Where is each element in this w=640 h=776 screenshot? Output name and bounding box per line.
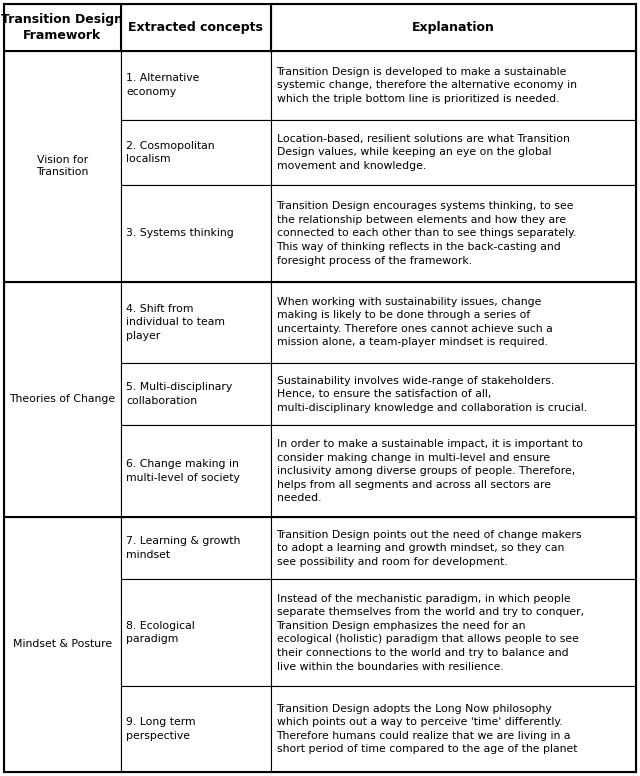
Bar [271,362,636,425]
Text: consider making change in multi-level and ensure: consider making change in multi-level an… [276,452,550,462]
Text: 7. Learning & growth: 7. Learning & growth [127,536,241,546]
Bar [4,517,120,772]
Bar [4,4,120,50]
Text: Sustainability involves wide-range of stakeholders.: Sustainability involves wide-range of st… [276,376,554,386]
Text: 6. Change making in: 6. Change making in [127,459,239,469]
Bar [120,686,271,772]
Text: mission alone, a team-player mindset is required.: mission alone, a team-player mindset is … [276,338,548,348]
Text: Vision for
Transition: Vision for Transition [36,155,88,177]
Text: mindset: mindset [127,550,171,559]
Text: Explanation: Explanation [412,21,495,34]
Text: 9. Long term: 9. Long term [127,717,196,727]
Bar [271,185,636,282]
Text: Extracted concepts: Extracted concepts [128,21,263,34]
Text: ecological (holistic) paradigm that allows people to see: ecological (holistic) paradigm that allo… [276,635,579,644]
Text: 5. Multi-disciplinary: 5. Multi-disciplinary [127,383,233,393]
Bar [271,517,636,580]
Text: Transition Design encourages systems thinking, to see: Transition Design encourages systems thi… [276,202,574,211]
Text: inclusivity among diverse groups of people. Therefore,: inclusivity among diverse groups of peop… [276,466,575,476]
Text: collaboration: collaboration [127,396,198,406]
Text: In order to make a sustainable impact, it is important to: In order to make a sustainable impact, i… [276,439,582,449]
Bar [271,120,636,185]
Bar [4,282,120,517]
Text: multi-disciplinary knowledge and collaboration is crucial.: multi-disciplinary knowledge and collabo… [276,403,587,413]
Text: which points out a way to perceive 'time' differently.: which points out a way to perceive 'time… [276,717,562,727]
Text: separate themselves from the world and try to conquer,: separate themselves from the world and t… [276,608,584,618]
Text: 8. Ecological: 8. Ecological [127,621,195,631]
Text: Transition Design is developed to make a sustainable: Transition Design is developed to make a… [276,67,567,77]
Text: Hence, to ensure the satisfaction of all,: Hence, to ensure the satisfaction of all… [276,389,491,399]
Text: systemic change, therefore the alternative economy in: systemic change, therefore the alternati… [276,80,577,90]
Text: multi-level of society: multi-level of society [127,473,241,483]
Bar [271,580,636,686]
Text: Theories of Change: Theories of Change [9,394,115,404]
Text: Mindset & Posture: Mindset & Posture [13,639,112,650]
Text: 3. Systems thinking: 3. Systems thinking [127,228,234,238]
Text: the relationship between elements and how they are: the relationship between elements and ho… [276,215,566,225]
Text: making is likely to be done through a series of: making is likely to be done through a se… [276,310,530,320]
Text: helps from all segments and across all sectors are: helps from all segments and across all s… [276,480,550,490]
Text: Framework: Framework [23,29,101,42]
Text: Design values, while keeping an eye on the global: Design values, while keeping an eye on t… [276,147,551,158]
Text: localism: localism [127,154,171,165]
Bar [120,362,271,425]
Text: economy: economy [127,87,177,97]
Text: to adopt a learning and growth mindset, so they can: to adopt a learning and growth mindset, … [276,543,564,553]
Text: which the triple bottom line is prioritized is needed.: which the triple bottom line is prioriti… [276,94,559,104]
Bar [120,517,271,580]
Text: 4. Shift from: 4. Shift from [127,303,194,314]
Text: see possibility and room for development.: see possibility and room for development… [276,556,508,566]
Bar [271,425,636,517]
Text: Instead of the mechanistic paradigm, in which people: Instead of the mechanistic paradigm, in … [276,594,570,604]
Text: foresight process of the framework.: foresight process of the framework. [276,255,472,265]
Text: perspective: perspective [127,731,191,741]
Bar [120,425,271,517]
Text: 2. Cosmopolitan: 2. Cosmopolitan [127,140,215,151]
Text: movement and knowledge.: movement and knowledge. [276,161,426,171]
Text: short period of time compared to the age of the planet: short period of time compared to the age… [276,744,577,754]
Text: individual to team: individual to team [127,317,225,327]
Text: Therefore humans could realize that we are living in a: Therefore humans could realize that we a… [276,731,571,741]
Text: 1. Alternative: 1. Alternative [127,73,200,83]
Bar [120,282,271,362]
Bar [271,50,636,120]
Text: connected to each other than to see things separately.: connected to each other than to see thin… [276,228,576,238]
Text: live within the boundaries with resilience.: live within the boundaries with resilien… [276,662,503,671]
Text: uncertainty. Therefore ones cannot achieve such a: uncertainty. Therefore ones cannot achie… [276,324,552,334]
Bar [120,50,271,120]
Text: their connections to the world and try to balance and: their connections to the world and try t… [276,648,568,658]
Bar [4,50,120,282]
Bar [120,4,271,50]
Text: Transition Design adopts the Long Now philosophy: Transition Design adopts the Long Now ph… [276,704,552,714]
Bar [120,185,271,282]
Text: Transition Design: Transition Design [1,13,124,26]
Text: paradigm: paradigm [127,635,179,644]
Bar [120,580,271,686]
Text: Location-based, resilient solutions are what Transition: Location-based, resilient solutions are … [276,134,570,144]
Bar [271,686,636,772]
Text: needed.: needed. [276,494,321,503]
Bar [271,282,636,362]
Text: When working with sustainability issues, change: When working with sustainability issues,… [276,297,541,307]
Bar [120,120,271,185]
Bar [271,4,636,50]
Text: This way of thinking reflects in the back-casting and: This way of thinking reflects in the bac… [276,242,561,252]
Text: Transition Design points out the need of change makers: Transition Design points out the need of… [276,529,582,539]
Text: Transition Design emphasizes the need for an: Transition Design emphasizes the need fo… [276,621,526,631]
Text: player: player [127,331,161,341]
